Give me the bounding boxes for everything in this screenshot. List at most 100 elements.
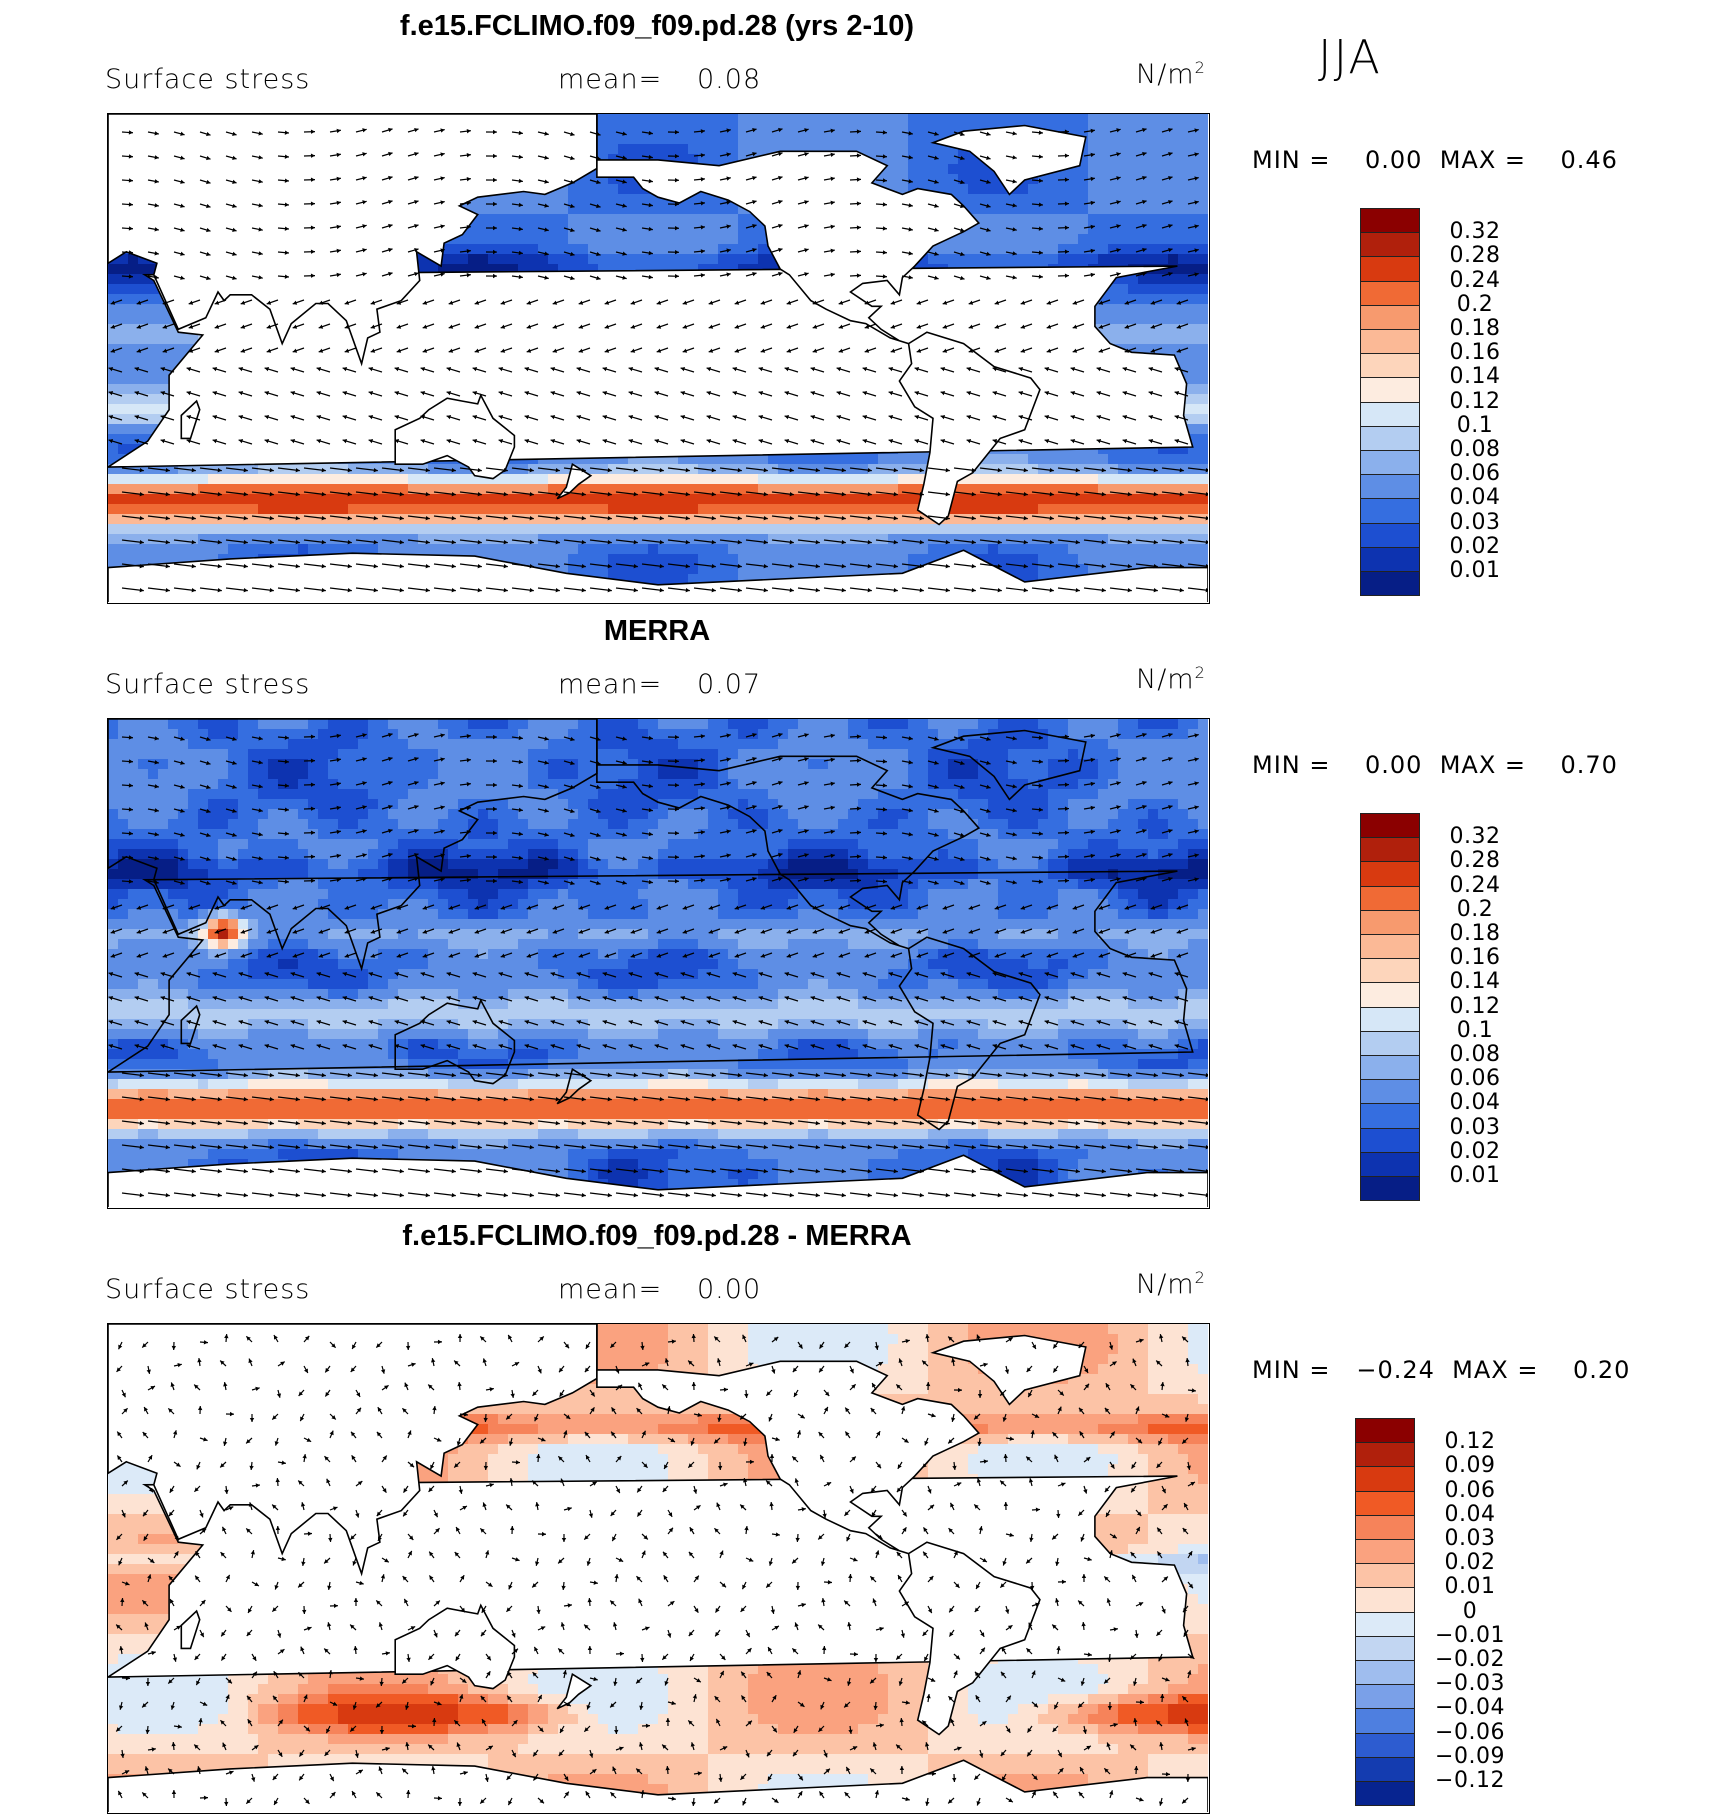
- contour-field: [108, 719, 1208, 1207]
- panel-model: f.e15.FCLIMO.f09_f09.pd.28 (yrs 2-10) Su…: [0, 0, 1710, 605]
- colorbar-swatch: [1360, 1030, 1420, 1056]
- colorbar-swatch: [1355, 1635, 1415, 1661]
- colorbar-tick-label: 0.24: [1440, 268, 1510, 293]
- coastline-southam: [898, 331, 1041, 526]
- map-canvas: [108, 719, 1208, 1207]
- colorbar-tick-label: 0.04: [1435, 1502, 1505, 1527]
- coastline-greenland: [930, 124, 1087, 196]
- colorbar-swatch: [1355, 1418, 1415, 1444]
- colorbar-swatch: [1360, 1055, 1420, 1081]
- colorbar-tick-label: 0.14: [1440, 364, 1510, 389]
- colorbar-swatch: [1360, 1127, 1420, 1153]
- colorbar-swatch: [1360, 934, 1420, 960]
- colorbar-tick-label: 0.1: [1440, 413, 1510, 438]
- colorbar-tick-label: 0.01: [1440, 1163, 1510, 1188]
- colorbar-tick-label: 0.32: [1440, 219, 1510, 244]
- colorbar-swatch: [1360, 353, 1420, 379]
- coastline-alaska_na: [596, 1324, 981, 1555]
- colorbar-swatch: [1360, 982, 1420, 1008]
- colorbar-tick-label: 0.06: [1440, 1066, 1510, 1091]
- colorbar-swatch: [1360, 1006, 1420, 1032]
- map-canvas: [108, 1324, 1208, 1812]
- colorbar-swatch: [1360, 909, 1420, 935]
- colorbar-tick-label: −0.01: [1435, 1623, 1505, 1648]
- coastline-layer: [108, 1324, 1208, 1812]
- colorbar-tick-label: 0.01: [1435, 1574, 1505, 1599]
- mean-label: mean=: [558, 1274, 662, 1305]
- colorbar-tick-label: 0.14: [1440, 969, 1510, 994]
- colorbar-swatch: [1355, 1708, 1415, 1734]
- colorbar-swatch: [1355, 1490, 1415, 1516]
- field-label: Surface stress: [105, 1274, 310, 1305]
- mean-value: 0.08: [697, 64, 761, 95]
- coastline-africa: [108, 870, 1194, 1073]
- colorbar-tick-label: 0.02: [1440, 1139, 1510, 1164]
- colorbar-swatch: [1355, 1442, 1415, 1468]
- panel-title: f.e15.FCLIMO.f09_f09.pd.28 - MERRA: [107, 1220, 1207, 1253]
- colorbar-tick-label: 0.12: [1440, 389, 1510, 414]
- colorbar-swatch: [1360, 304, 1420, 330]
- colorbar-tick-label: 0.12: [1435, 1429, 1505, 1454]
- colorbar-swatch: [1360, 1079, 1420, 1105]
- colorbar-swatch: [1355, 1684, 1415, 1710]
- colorbar-tick-label: −0.03: [1435, 1671, 1505, 1696]
- colorbar-tick-label: −0.04: [1435, 1695, 1505, 1720]
- colorbar-tick-label: 0.18: [1440, 921, 1510, 946]
- colorbar-tick-label: 0.02: [1435, 1550, 1505, 1575]
- colorbar-swatch: [1360, 401, 1420, 427]
- colorbar-tick-label: 0.01: [1440, 558, 1510, 583]
- colorbar-swatch: [1360, 1151, 1420, 1177]
- colorbar-tick-label: −0.02: [1435, 1647, 1505, 1672]
- colorbar-tick-label: 0.03: [1440, 510, 1510, 535]
- map-plot: [107, 1323, 1210, 1814]
- coastline-nz: [556, 1672, 593, 1710]
- colorbar-swatch: [1360, 280, 1420, 306]
- colorbar-swatch: [1360, 861, 1420, 887]
- mean-label: mean=: [558, 669, 662, 700]
- colorbar-tick-label: 0.03: [1440, 1115, 1510, 1140]
- colorbar-swatch: [1360, 498, 1420, 524]
- coastline-southam: [898, 1541, 1041, 1736]
- stress-vectors: [108, 127, 1208, 593]
- coastline-greenland: [930, 729, 1087, 801]
- coastline-africa: [108, 265, 1194, 468]
- colorbar-tick-label: 0.12: [1440, 994, 1510, 1019]
- coastline-alaska_na: [596, 114, 981, 345]
- colorbar-swatch: [1360, 571, 1420, 597]
- colorbar-tick-label: −0.09: [1435, 1744, 1505, 1769]
- coastline-madagascar: [180, 1609, 201, 1650]
- map-plot: [107, 718, 1210, 1209]
- colorbar-swatch: [1355, 1611, 1415, 1637]
- coastline-australia: [394, 393, 516, 480]
- coastline-australia: [394, 998, 516, 1085]
- units-label: N/m2: [1136, 1268, 1206, 1300]
- colorbar-tick-label: 0.28: [1440, 243, 1510, 268]
- colorbar-tick-label: 0.04: [1440, 1090, 1510, 1115]
- colorbar-tick-label: 0.2: [1440, 292, 1510, 317]
- coastline-africa: [108, 1475, 1194, 1678]
- colorbar-tick-label: 0.06: [1440, 461, 1510, 486]
- colorbar-tick-label: 0.16: [1440, 340, 1510, 365]
- coastline-eurasia: [108, 1324, 598, 1577]
- panel-title: f.e15.FCLIMO.f09_f09.pd.28 (yrs 2-10): [107, 10, 1207, 43]
- coastline-eurasia: [108, 114, 598, 367]
- colorbar-swatch: [1360, 1176, 1420, 1202]
- colorbar-swatch: [1360, 813, 1420, 839]
- colorbar-swatch: [1360, 546, 1420, 572]
- map-canvas: [108, 114, 1208, 602]
- colorbar-tick-label: 0.28: [1440, 848, 1510, 873]
- panel-difference: f.e15.FCLIMO.f09_f09.pd.28 - MERRA Surfa…: [0, 1210, 1710, 1815]
- colorbar-swatch: [1355, 1732, 1415, 1758]
- colorbar-swatch: [1355, 1587, 1415, 1613]
- season-label: JJA: [1318, 30, 1382, 84]
- colorbar-tick-label: 0.32: [1440, 824, 1510, 849]
- coastline-madagascar: [180, 399, 201, 440]
- colorbar-swatch: [1355, 1781, 1415, 1807]
- field-label: Surface stress: [105, 64, 310, 95]
- min-max-readout: MIN = 0.00 MAX = 0.70: [1252, 751, 1618, 779]
- colorbar-tick-label: 0.18: [1440, 316, 1510, 341]
- colorbar-tick-label: 0.08: [1440, 437, 1510, 462]
- colorbar-tick-label: 0.09: [1435, 1453, 1505, 1478]
- colorbar-tick-label: 0.03: [1435, 1526, 1505, 1551]
- colorbar-swatch: [1360, 837, 1420, 863]
